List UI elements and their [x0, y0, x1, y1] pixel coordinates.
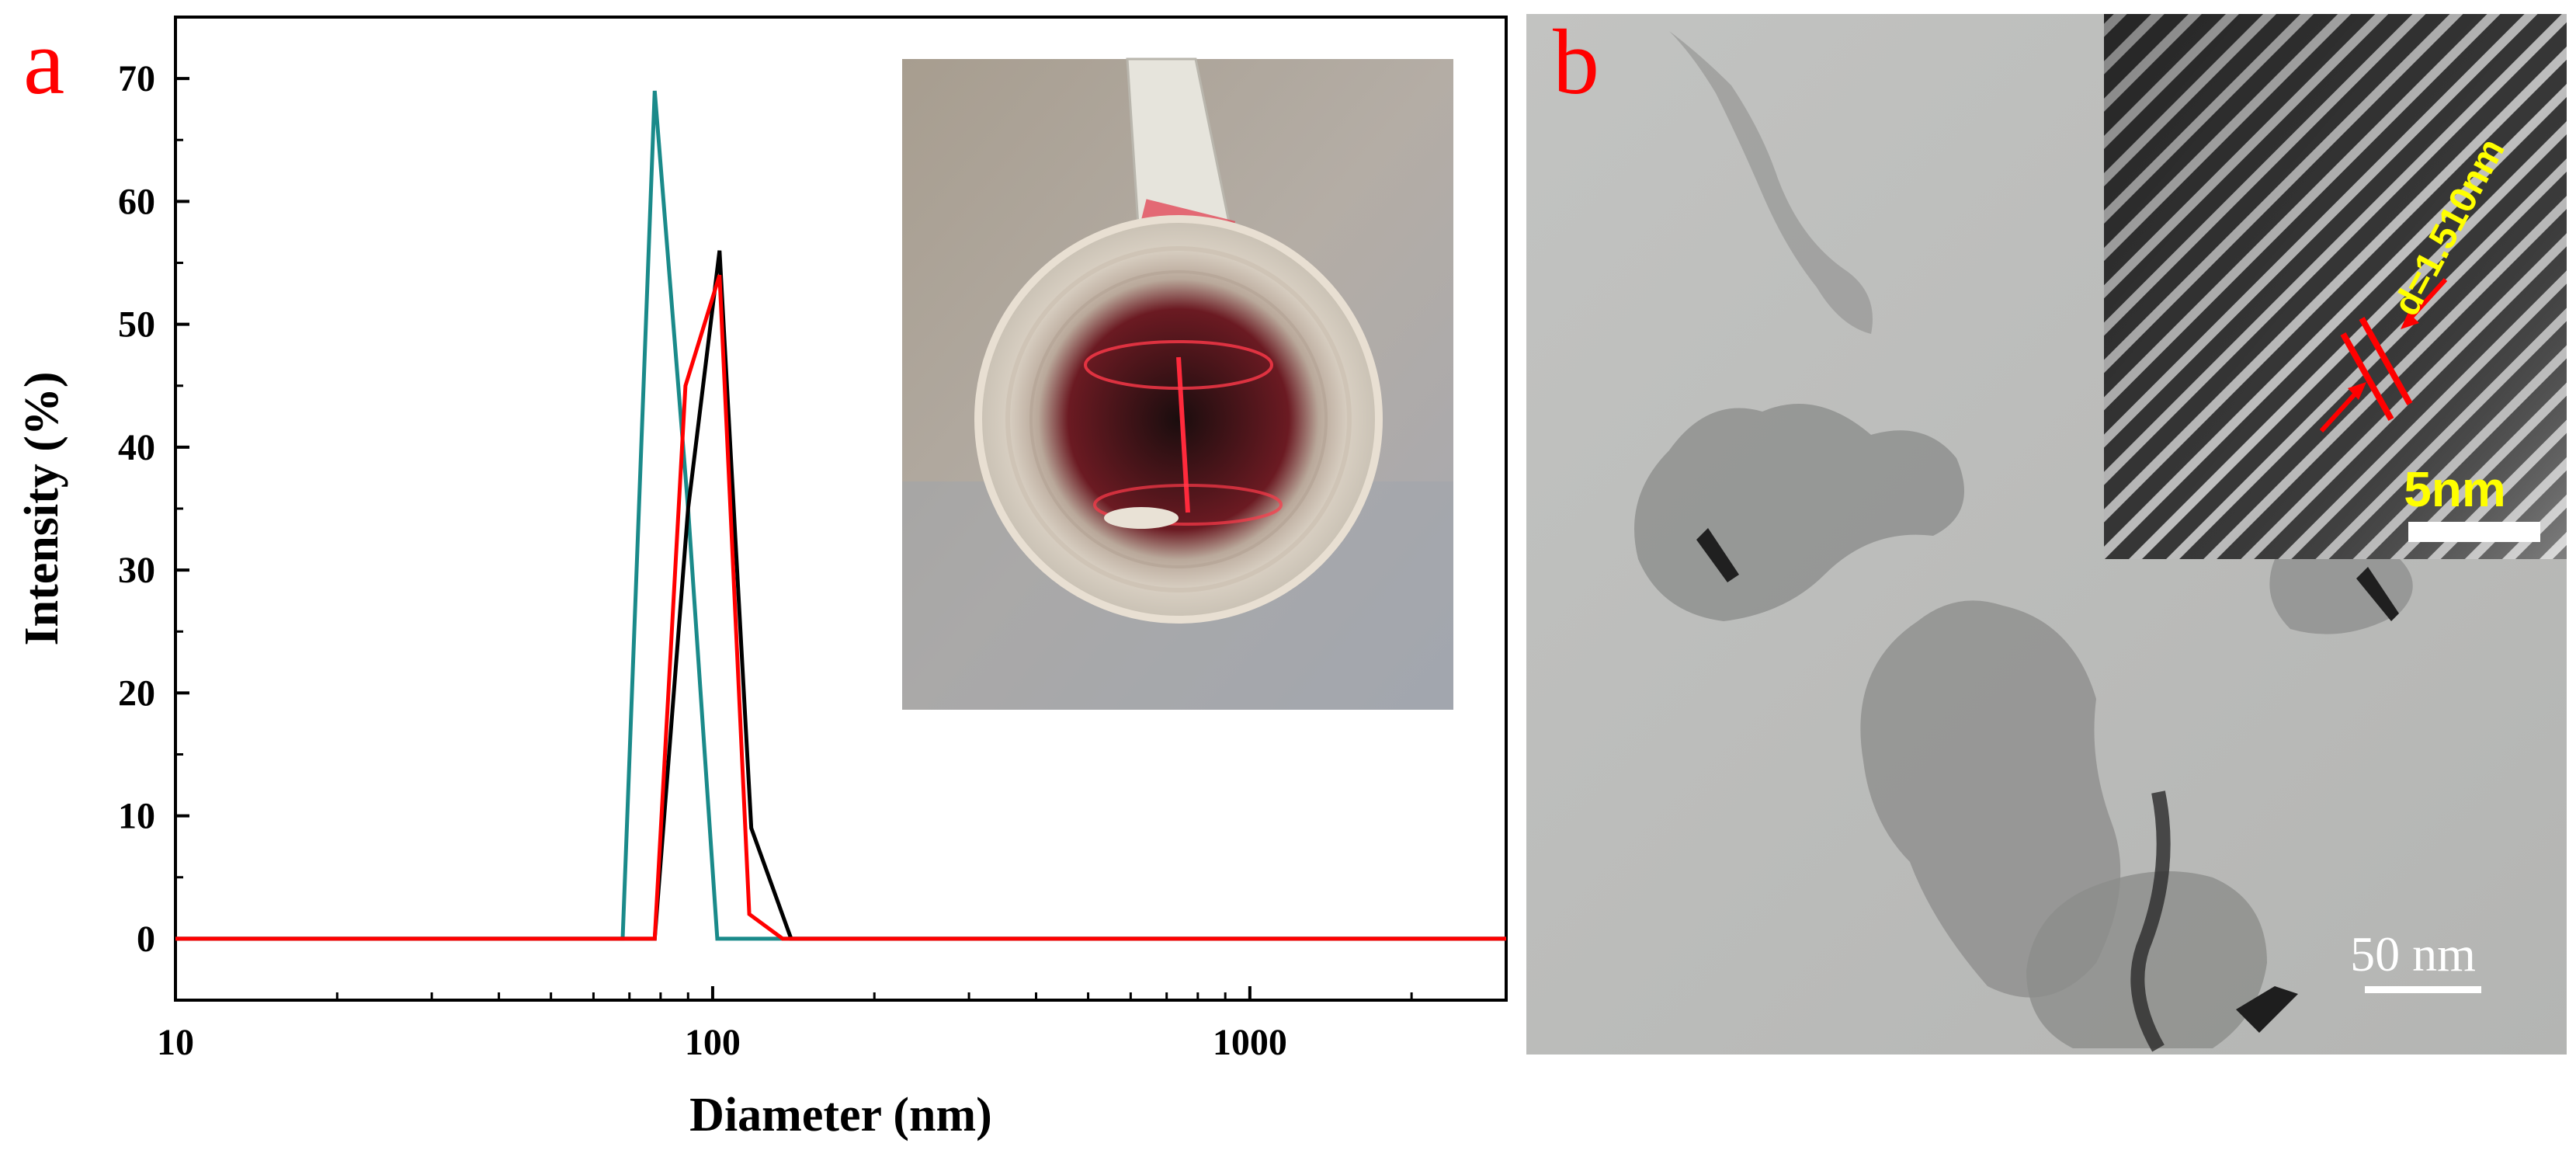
hrtem-scalebar	[2408, 522, 2540, 542]
y-tick-label: 70	[118, 58, 155, 99]
cuvette	[978, 219, 1379, 620]
y-tick-label: 50	[118, 304, 155, 346]
panel-a-letter: a	[23, 10, 64, 113]
inset-photo	[902, 57, 1453, 710]
chart-series-layer	[175, 90, 1506, 941]
y-tick-label: 30	[118, 550, 155, 591]
hrtem-scalebar-label: 5nm	[2404, 461, 2506, 517]
x-tick-label: 10	[157, 1022, 194, 1063]
y-tick-label: 40	[118, 427, 155, 468]
y-tick-label: 10	[118, 796, 155, 837]
y-tick-label: 0	[137, 919, 155, 960]
x-axis-title: Diameter (nm)	[689, 1089, 992, 1141]
tem-scalebar-label: 50 nm	[2350, 926, 2476, 982]
y-tick-label: 20	[118, 672, 155, 714]
x-axis-ticks: 10 100 1000	[157, 986, 1508, 1063]
fringe-marker-right	[2359, 317, 2413, 405]
panel-b-letter: b	[1553, 10, 1599, 113]
x-tick-label: 100	[685, 1022, 741, 1063]
y-tick-label: 60	[118, 181, 155, 222]
hrtem-inset: d=1.510nm 5nm	[2104, 14, 2567, 559]
arrow-in-icon	[2319, 386, 2362, 433]
x-tick-label: 1000	[1213, 1022, 1287, 1063]
tem-scalebar	[2365, 986, 2481, 993]
arrow-out-icon	[2404, 277, 2448, 325]
fringe-marker-left	[2340, 332, 2394, 421]
y-axis-ticks: 0 10 20 30 40 50 60 70	[118, 16, 189, 1002]
y-axis-title: Intensity (%)	[16, 371, 68, 645]
series-line-3	[175, 274, 1506, 941]
